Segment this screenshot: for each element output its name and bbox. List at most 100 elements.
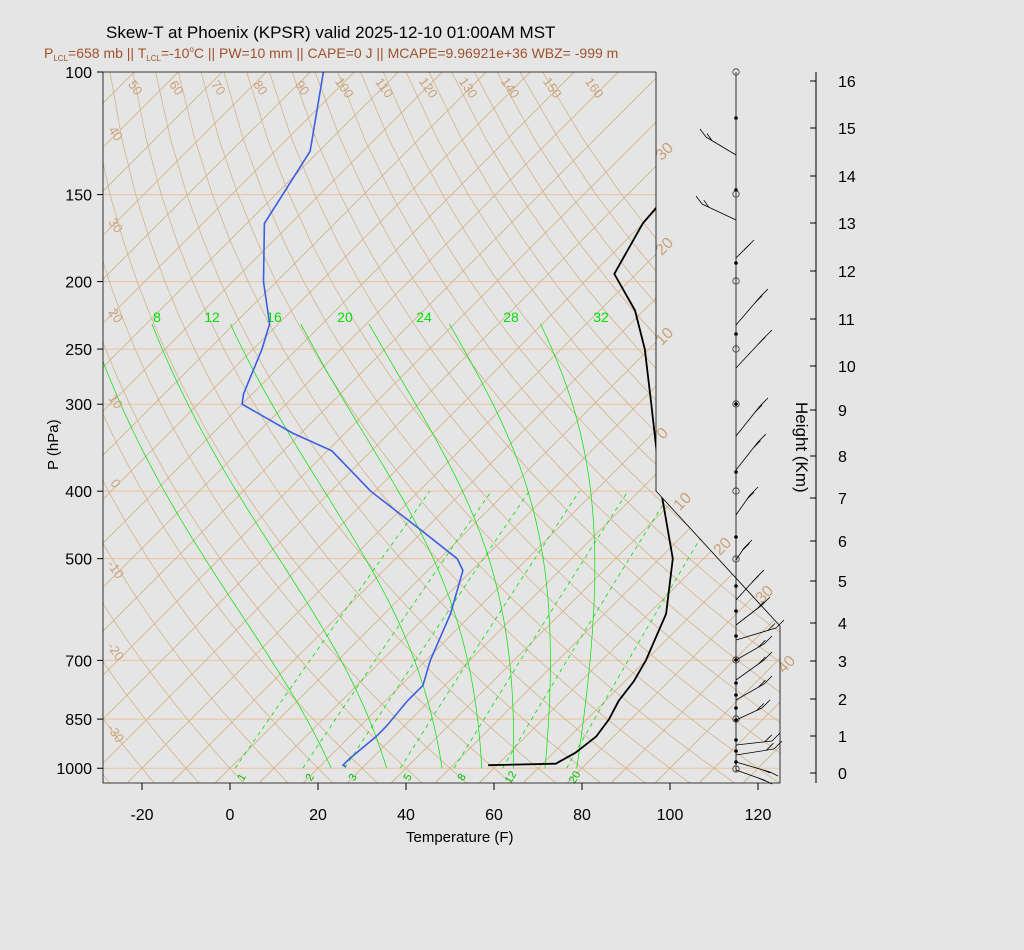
isotherm-line (610, 72, 780, 783)
wind-barb-flag (746, 491, 755, 500)
temperature-tick-label: 0 (226, 807, 235, 824)
mixing-ratio-labels: 8 12 16 20 24 28 321 2 3 5 8 12 20 (153, 309, 609, 786)
barb-dot (734, 738, 738, 742)
height-tick-label: 2 (838, 692, 847, 709)
dry-adiabat-line (103, 72, 423, 783)
isotherm-right-label: 0 (654, 425, 672, 443)
wind-barb-flag (771, 732, 781, 742)
wind-barb-flag (763, 635, 773, 645)
dry-adiabat-line (103, 72, 378, 783)
isotherm-top-label: 50 (125, 77, 146, 97)
moist-adiabat-line (300, 323, 483, 769)
pressure-tick-label: 500 (65, 552, 92, 569)
subtitle-t-val: =-10 (161, 45, 190, 61)
temperature-tick-label: 20 (309, 807, 327, 824)
barb-dot (734, 749, 738, 753)
pressure-tick-label: 400 (65, 484, 92, 501)
subtitle-degree: o (189, 45, 194, 54)
pressure-tick-label: 100 (65, 65, 92, 82)
dry-adiabat-line (246, 72, 780, 783)
barb-dot (734, 261, 738, 265)
mixing-ratio-top-label: 28 (503, 309, 519, 325)
isotherm-line (390, 72, 780, 783)
dry-adiabat-line (132, 72, 601, 783)
dry-adiabat-line (428, 72, 780, 783)
y-axis-title: P (hPa) (45, 419, 62, 470)
dry-adiabat-line (103, 72, 244, 783)
dry-adiabat-line (337, 72, 780, 783)
isotherm-line (103, 72, 780, 783)
moist-adiabat-line (449, 323, 551, 769)
chart-subtitle: PLCL=658 mb || TLCL=-10oC || PW=10 mm ||… (44, 45, 618, 63)
isotherm-line (103, 72, 619, 783)
height-tick-label: 11 (838, 312, 855, 329)
wind-barb-flag (763, 675, 773, 685)
isotherm-left-label: 0 (107, 476, 123, 491)
barb-dot (734, 332, 738, 336)
isotherm-line (103, 72, 135, 783)
mixing-ratio-bottom-label: 1 (235, 772, 248, 783)
x-axis-title: Temperature (F) (406, 829, 514, 846)
mixing-ratio-top-label: 8 (153, 309, 161, 325)
subtitle-rest: C || PW=10 mm || CAPE=0 J || MCAPE=9.969… (194, 45, 619, 61)
height-tick-label: 10 (838, 359, 856, 376)
isotherm-right-label: 30 (753, 582, 778, 607)
mixing-ratio-line (344, 490, 530, 769)
wind-barb-flag (759, 288, 769, 298)
isotherm-line (831, 72, 1024, 783)
isotherm-line (103, 72, 531, 783)
wind-barb-flag (706, 133, 713, 141)
isotherm-line (258, 72, 780, 783)
temperature-tick-label: -20 (130, 807, 153, 824)
isotherm-top-label: 90 (292, 77, 313, 97)
height-tick-label: 12 (838, 264, 856, 281)
isotherm-line (103, 72, 267, 783)
dry-adiabat-line (291, 72, 780, 783)
isotherm-line (875, 72, 1024, 783)
isotherm-line (103, 72, 443, 783)
wind-barb-shaft (735, 627, 777, 641)
height-tick-label: 4 (838, 616, 847, 633)
mixing-ratio-bottom-label: 12 (503, 769, 520, 786)
mixing-ratio-lines (103, 323, 730, 769)
dry-adiabat-line (109, 72, 557, 783)
dry-adiabat-line (451, 72, 780, 783)
isotherm-top-label: 60 (166, 77, 187, 97)
isotherm-line (522, 72, 780, 783)
dry-adiabat-line (200, 72, 735, 783)
isotherm-right-label: 40 (775, 652, 800, 677)
height-tick-label: 3 (838, 654, 847, 671)
wind-barb-shaft (705, 136, 737, 156)
wind-barb-flag (761, 699, 771, 709)
isotherm-line (214, 72, 780, 783)
dry-adiabat-line (405, 72, 780, 783)
barb-dot (734, 470, 738, 474)
barb-dot (734, 535, 738, 539)
mixing-ratio-line (234, 490, 431, 769)
mixing-ratio-top-label: 12 (204, 309, 220, 325)
wind-barb-flag (756, 601, 765, 610)
temperature-profile-line (488, 72, 765, 767)
dry-adiabat-line (155, 72, 646, 783)
moist-adiabat-line (230, 323, 443, 769)
dry-adiabat-line (103, 72, 289, 783)
barb-dot (734, 584, 738, 588)
dry-adiabat-line (103, 72, 468, 783)
wind-barb-flag (756, 703, 765, 711)
height-tick-label: 13 (838, 216, 856, 233)
temperature-tick-label: 40 (397, 807, 415, 824)
isotherm-line (787, 72, 1024, 783)
wind-barb-shaft (701, 203, 737, 221)
barb-calm-circle (732, 656, 740, 664)
wind-barb-flag (758, 777, 766, 782)
wind-barbs (695, 68, 785, 785)
wind-barb-flag (758, 656, 766, 665)
mixing-ratio-top-label: 20 (337, 309, 353, 325)
dry-adiabat-line (382, 72, 780, 783)
height-tick-label: 16 (838, 74, 856, 91)
dewpoint-profile-line (241, 72, 464, 768)
isotherm-line (103, 72, 663, 783)
isotherm-line (434, 72, 780, 783)
wind-barb-shaft (735, 740, 773, 746)
